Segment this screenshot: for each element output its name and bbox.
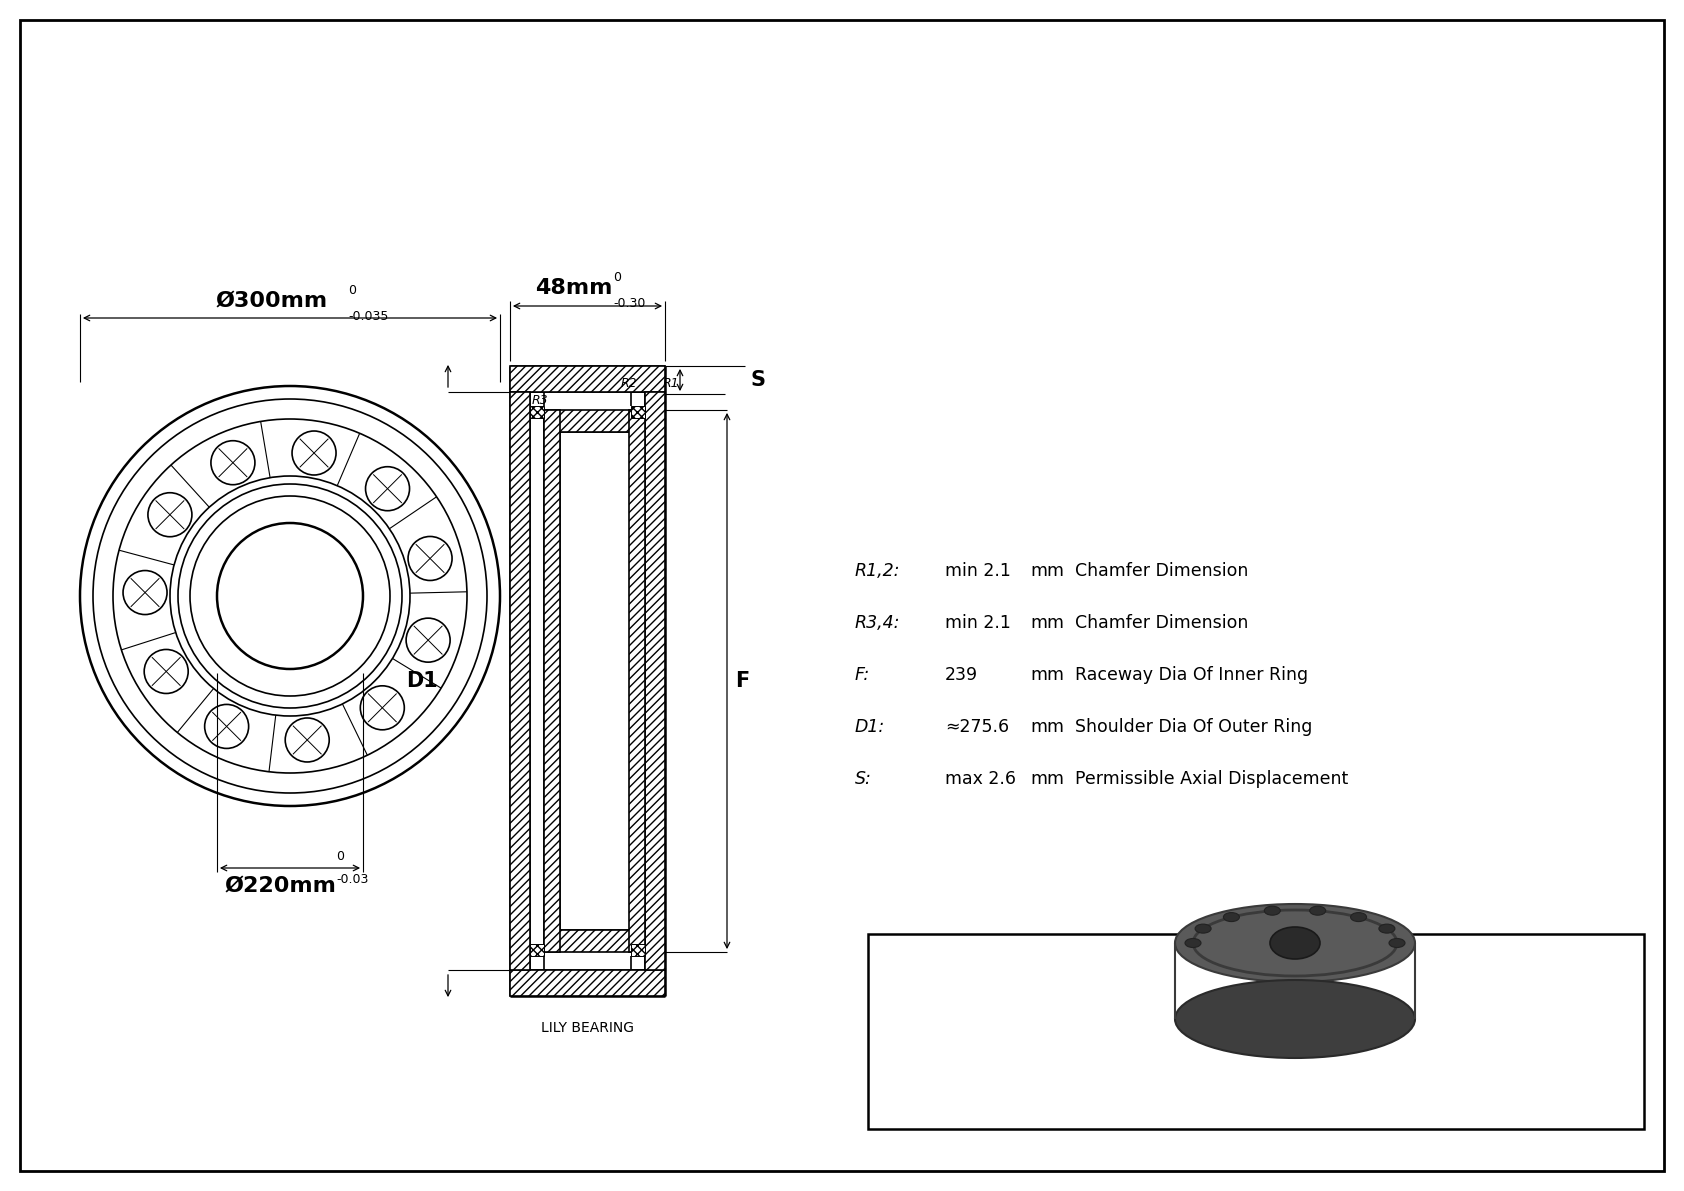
Text: LILY: LILY	[896, 955, 1019, 1010]
Text: SHANGHAI LILY BEARING LIMITED: SHANGHAI LILY BEARING LIMITED	[1169, 960, 1534, 979]
Text: ®: ®	[1015, 959, 1031, 974]
Text: D1:: D1:	[855, 718, 886, 736]
Text: min 2.1: min 2.1	[945, 615, 1010, 632]
Text: S:: S:	[855, 771, 872, 788]
Ellipse shape	[1175, 904, 1415, 983]
Text: R2: R2	[620, 378, 637, 389]
Text: -0.30: -0.30	[613, 297, 647, 310]
Text: ≈275.6: ≈275.6	[945, 718, 1009, 736]
Ellipse shape	[1196, 924, 1211, 933]
Text: LILY BEARING: LILY BEARING	[541, 1021, 633, 1035]
Ellipse shape	[1186, 939, 1201, 948]
Ellipse shape	[1310, 906, 1325, 915]
Bar	[867, 934, 1644, 1129]
Text: 239: 239	[945, 666, 978, 684]
Text: mm: mm	[1031, 718, 1064, 736]
Bar	[632, 406, 645, 418]
Text: Permissible Axial Displacement: Permissible Axial Displacement	[1074, 771, 1349, 788]
Text: mm: mm	[1031, 771, 1064, 788]
Text: 0: 0	[613, 272, 621, 283]
Text: R3: R3	[532, 394, 549, 407]
Ellipse shape	[1223, 912, 1239, 922]
Text: 0: 0	[349, 283, 355, 297]
Text: Ø220mm: Ø220mm	[224, 877, 335, 896]
Bar	[510, 366, 665, 392]
Text: -0.035: -0.035	[349, 310, 389, 323]
Ellipse shape	[1265, 906, 1280, 915]
Text: R4: R4	[546, 412, 562, 425]
Text: F:: F:	[855, 666, 871, 684]
Bar	[645, 392, 665, 969]
Text: Chamfer Dimension: Chamfer Dimension	[1074, 615, 1248, 632]
Text: R3,4:: R3,4:	[855, 615, 901, 632]
Text: Chamfer Dimension: Chamfer Dimension	[1074, 562, 1248, 580]
Text: mm: mm	[1031, 562, 1064, 580]
Text: Raceway Dia Of Inner Ring: Raceway Dia Of Inner Ring	[1074, 666, 1308, 684]
Bar	[510, 392, 530, 969]
Text: R1,2:: R1,2:	[855, 562, 901, 580]
Bar	[544, 410, 561, 952]
Bar	[632, 944, 645, 956]
Text: Shoulder Dia Of Outer Ring: Shoulder Dia Of Outer Ring	[1074, 718, 1312, 736]
Text: S: S	[749, 370, 765, 389]
Text: max 2.6: max 2.6	[945, 771, 1015, 788]
Text: R1: R1	[663, 378, 680, 389]
Text: F: F	[734, 671, 749, 691]
Ellipse shape	[1270, 927, 1320, 959]
Text: mm: mm	[1031, 615, 1064, 632]
Bar	[630, 410, 645, 952]
Bar	[1175, 943, 1415, 1019]
Ellipse shape	[1175, 980, 1415, 1058]
Text: Ø300mm: Ø300mm	[216, 291, 328, 311]
Bar	[544, 930, 645, 952]
Text: NU 2944 ECMA Cylindrical Roller Bearings: NU 2944 ECMA Cylindrical Roller Bearings	[1154, 1067, 1548, 1086]
Text: Part
Number: Part Number	[930, 1055, 997, 1098]
Text: 0: 0	[337, 850, 344, 863]
Ellipse shape	[1379, 924, 1394, 933]
Text: D1: D1	[406, 671, 438, 691]
Ellipse shape	[1389, 939, 1404, 948]
Text: min 2.1: min 2.1	[945, 562, 1010, 580]
Text: 48mm: 48mm	[536, 278, 613, 298]
Bar	[530, 406, 544, 418]
Bar	[544, 410, 645, 432]
Bar	[510, 969, 665, 996]
Text: -0.03: -0.03	[337, 873, 369, 886]
Text: mm: mm	[1031, 666, 1064, 684]
Text: Email: lilybearing@lily-bearing.com: Email: lilybearing@lily-bearing.com	[1216, 998, 1487, 1014]
Ellipse shape	[1351, 912, 1367, 922]
Bar	[530, 944, 544, 956]
